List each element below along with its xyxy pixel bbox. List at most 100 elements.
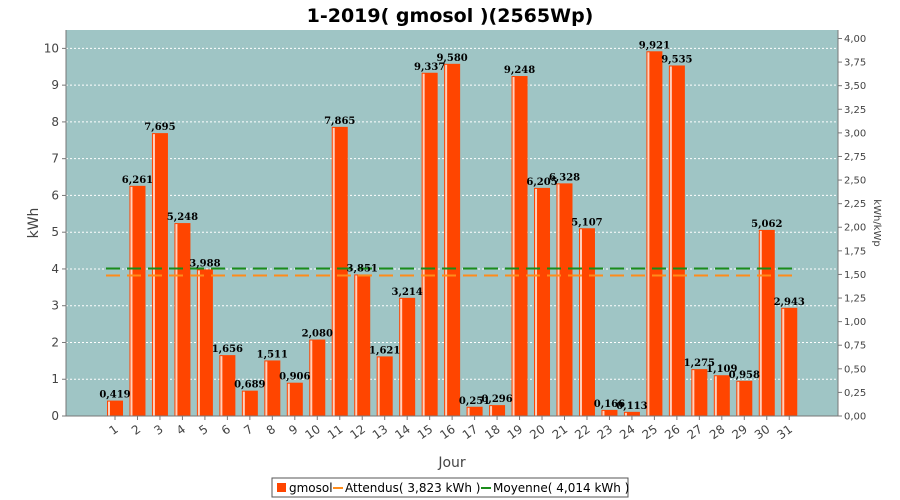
bar-highlight	[355, 275, 358, 416]
x-axis-label: Jour	[437, 455, 466, 471]
y-tick-label: 10	[44, 41, 59, 55]
bar	[376, 356, 393, 416]
data-label: 3,851	[347, 263, 378, 274]
x-tick-label: 31	[774, 422, 795, 442]
bar	[241, 390, 258, 416]
x-tick-label: 17	[460, 422, 481, 442]
bar-highlight	[108, 401, 110, 416]
bar	[107, 400, 123, 416]
y-tick-label: 7	[51, 152, 59, 166]
data-label: 0,251	[459, 396, 490, 407]
bar-highlight	[130, 186, 133, 416]
y2-tick-label: 1,25	[844, 294, 866, 305]
y-tick-label: 0	[51, 409, 59, 423]
y2-tick-label: 3,00	[844, 128, 866, 139]
chart-title: 1-2019( gmosol )(2565Wp)	[307, 5, 594, 27]
bar-highlight	[669, 66, 672, 417]
bar	[444, 63, 461, 416]
bar	[713, 375, 730, 416]
x-tick-label: 13	[370, 422, 391, 442]
x-tick-label: 5	[196, 422, 210, 438]
x-tick-label: 4	[174, 422, 188, 438]
y-tick-label: 5	[51, 225, 59, 239]
data-label: 2,080	[302, 329, 333, 340]
x-tick-label: 14	[392, 422, 413, 442]
data-label: 9,921	[639, 40, 670, 51]
data-label: 1,511	[257, 349, 288, 360]
data-label: 5,248	[167, 212, 198, 223]
bar-highlight	[647, 52, 650, 416]
bar-highlight	[175, 224, 178, 416]
bar-highlight	[467, 407, 470, 416]
data-label: 1,656	[212, 344, 243, 355]
bar	[421, 72, 438, 417]
y2-tick-label: 0,75	[844, 341, 866, 352]
data-label: 1,275	[684, 358, 715, 369]
x-tick-label: 15	[415, 422, 436, 442]
bar-highlight	[579, 229, 582, 416]
y2-tick-label: 3,75	[844, 58, 866, 69]
bar	[399, 297, 416, 416]
data-label: 7,695	[144, 122, 175, 133]
bar	[534, 187, 551, 416]
y2-tick-label: 2,25	[844, 199, 866, 210]
legend-label: Attendus( 3,823 kWh )	[345, 481, 480, 495]
data-label: 9,248	[504, 65, 535, 76]
bar-highlight	[310, 340, 313, 416]
y2-tick-label: 0,00	[844, 412, 866, 423]
bar-value-labels: 0,419 6,261 7,695 5,248 3,988 1,656 0,689 1,511…	[99, 40, 805, 412]
bar-highlight	[490, 406, 493, 416]
x-tick-label: 3	[151, 422, 165, 438]
data-label: 0,906	[279, 372, 310, 383]
y-tick-label: 2	[51, 335, 59, 349]
bar-highlight	[220, 356, 223, 416]
y2-tick-label: 1,50	[844, 270, 866, 281]
x-tick-label: 27	[685, 422, 706, 442]
data-label: 7,865	[324, 116, 355, 127]
data-label: 1,621	[369, 345, 400, 356]
y-axis-ticks: 0 1 2 3 4 5 6 7 8 9 10	[44, 41, 66, 423]
y2-tick-label: 3,50	[844, 81, 866, 92]
bar	[781, 307, 798, 416]
bar-highlight	[602, 410, 605, 416]
bar-highlight	[287, 383, 290, 416]
bar-highlight	[197, 270, 200, 416]
data-label: 5,062	[751, 219, 782, 230]
bars-group	[107, 51, 798, 417]
x-tick-label: 16	[437, 422, 458, 442]
legend: gmosol Attendus( 3,823 kWh ) Moyenne( 4,01…	[271, 477, 629, 498]
bar	[623, 411, 640, 416]
bar-highlight	[759, 230, 762, 416]
data-label: 0,689	[234, 380, 265, 391]
data-label: 1,109	[706, 364, 737, 375]
bar-highlight	[400, 298, 403, 416]
y2-tick-label: 1,00	[844, 317, 866, 328]
y2-axis-ticks: 0,00 0,25 0,50 0,75 1,00 1,25 1,50 1,75 2,00 2,25…	[838, 34, 866, 423]
bar	[489, 405, 506, 416]
reference-lines	[106, 267, 798, 277]
bar	[129, 185, 146, 416]
y-tick-label: 4	[51, 262, 59, 276]
legend-box	[271, 477, 629, 498]
bar	[286, 382, 303, 416]
bar	[219, 355, 236, 416]
data-label: 0,113	[616, 401, 647, 412]
data-label: 0,958	[729, 370, 760, 381]
y2-tick-label: 0,25	[844, 388, 866, 399]
x-tick-label: 23	[595, 422, 616, 442]
bar-highlight	[714, 376, 717, 416]
bar	[736, 380, 753, 416]
y-tick-label: 3	[51, 299, 59, 313]
x-tick-label: 20	[527, 422, 548, 442]
data-label: 0,166	[594, 399, 625, 410]
bar-highlight	[422, 73, 425, 417]
bar-highlight	[265, 361, 268, 416]
data-label: 2,943	[774, 297, 805, 308]
data-label: 0,419	[99, 390, 130, 401]
bar-highlight	[445, 64, 448, 416]
x-tick-label: 30	[752, 422, 773, 442]
y-axis-label: kWh	[26, 208, 42, 239]
bar	[309, 339, 326, 416]
y2-tick-label: 1,75	[844, 246, 866, 257]
bar	[466, 406, 483, 416]
